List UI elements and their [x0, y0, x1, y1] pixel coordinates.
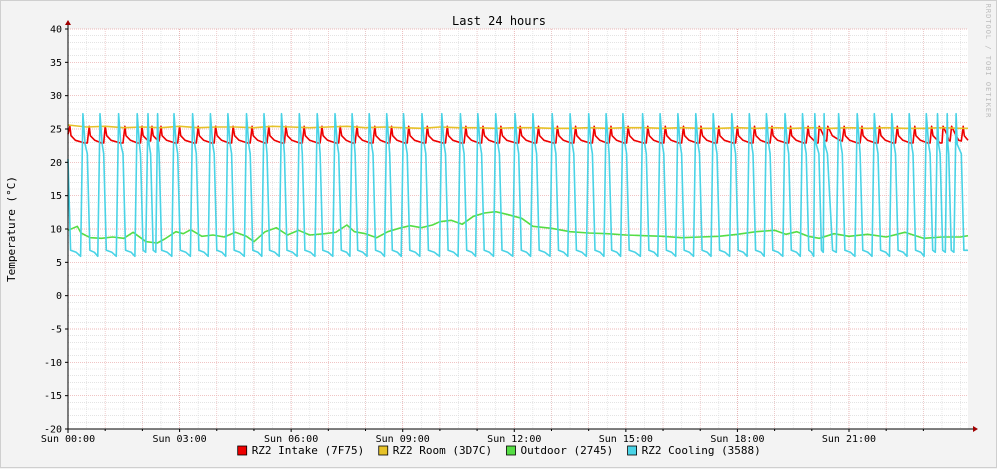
legend-label-2: RZ2 Room (3D7C)	[393, 444, 492, 457]
x-tick-label: Sun 03:00	[152, 434, 206, 445]
legend: RZ2 Intake (7F75) RZ2 Room (3D7C) Outdoor …	[237, 444, 761, 457]
watermark: RRDTOOL / TOBI OETIKER	[984, 4, 992, 119]
x-tick-labels: Sun 00:00 Sun 03:00 Sun 06:00 Sun 09:00 Sun …	[41, 434, 876, 445]
series-line-3	[67, 210, 969, 244]
y-tick-label: -20	[44, 425, 62, 436]
series-line-4	[67, 112, 968, 258]
x-tick-label: Sun 15:00	[599, 434, 653, 445]
legend-swatch-1	[237, 445, 248, 456]
y-tick-label: 40	[50, 25, 62, 36]
legend-swatch-3	[506, 445, 516, 456]
series-layer	[67, 112, 969, 258]
x-tick-label: Sun 09:00	[376, 434, 430, 445]
axes	[65, 20, 978, 433]
y-tick-label: 15	[50, 191, 62, 202]
y-tick-label: 20	[50, 158, 62, 169]
x-tick-label: Sun 06:00	[264, 434, 318, 445]
y-tick-label: 25	[50, 125, 62, 136]
legend-label-3: Outdoor (2745)	[521, 444, 614, 457]
series-line-2	[67, 124, 968, 130]
series-line-1	[67, 125, 969, 144]
y-tick-label: -5	[50, 325, 62, 336]
y-tick-label: -15	[44, 391, 62, 402]
y-axis-label: Temperature (°C)	[5, 176, 18, 282]
y-tick-label: -10	[44, 358, 62, 369]
y-tick-label: 5	[56, 258, 62, 269]
y-tick-label: 0	[56, 291, 62, 302]
legend-swatch-4	[627, 445, 637, 456]
y-tick-label: 30	[50, 91, 62, 102]
y-tick-label: 10	[50, 225, 62, 236]
x-tick-label: Sun 00:00	[41, 434, 95, 445]
legend-swatch-2	[378, 445, 389, 456]
y-tick-label: 35	[50, 58, 62, 69]
y-tick-labels: -20 -15 -10 -5 0 5 10 15 20 25 30 35 40	[44, 25, 62, 436]
x-axis-arrow-icon	[973, 426, 978, 432]
chart-title: Last 24 hours	[452, 14, 546, 28]
y-axis-arrow-icon	[65, 20, 71, 25]
legend-label-4: RZ2 Cooling (3588)	[642, 444, 761, 457]
legend-label-1: RZ2 Intake (7F75)	[252, 444, 365, 457]
x-tick-label: Sun 12:00	[487, 434, 541, 445]
x-tick-label: Sun 18:00	[710, 434, 764, 445]
x-tick-label: Sun 21:00	[822, 434, 876, 445]
